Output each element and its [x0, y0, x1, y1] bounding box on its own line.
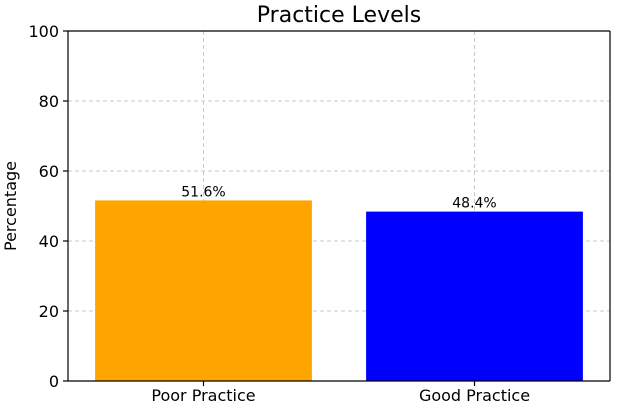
y-tick-label: 40 [39, 232, 59, 251]
y-axis-label: Percentage [1, 161, 20, 251]
data-label: 48.4% [452, 196, 496, 212]
x-tick-label: Good Practice [419, 386, 530, 403]
y-tick-label: 0 [49, 372, 59, 391]
y-tick-label: 60 [39, 162, 59, 181]
bar-good-practice [366, 211, 583, 381]
chart-title: Practice Levels [257, 3, 421, 28]
bar-poor-practice [95, 200, 312, 381]
y-tick-label: 80 [39, 92, 59, 111]
x-tick-label: Poor Practice [151, 386, 255, 403]
y-tick-label: 100 [28, 22, 59, 41]
data-label: 51.6% [181, 184, 225, 200]
axes: 0 20 40 60 80 100 Poor Practice Good Practice [28, 22, 611, 403]
y-tick-label: 20 [39, 302, 59, 321]
data-labels: 51.6% 48.4% [181, 184, 496, 211]
bar-series [95, 200, 583, 381]
